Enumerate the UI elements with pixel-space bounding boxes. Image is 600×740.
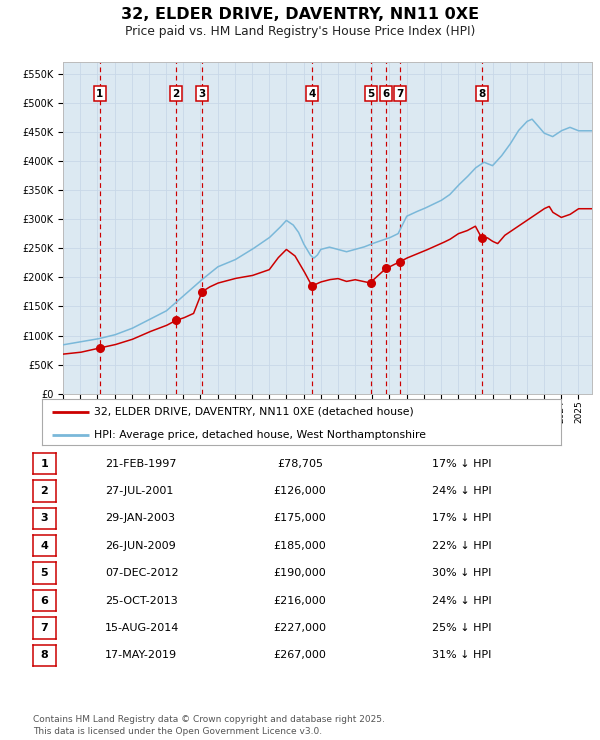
Text: £126,000: £126,000 xyxy=(274,486,326,496)
Text: £227,000: £227,000 xyxy=(274,623,326,633)
Text: 7: 7 xyxy=(397,89,404,98)
Text: 8: 8 xyxy=(41,650,48,660)
Text: 22% ↓ HPI: 22% ↓ HPI xyxy=(432,541,491,551)
Text: 2: 2 xyxy=(172,89,179,98)
Text: 2: 2 xyxy=(41,486,48,496)
Text: £190,000: £190,000 xyxy=(274,568,326,578)
Text: 15-AUG-2014: 15-AUG-2014 xyxy=(105,623,179,633)
Text: 3: 3 xyxy=(198,89,205,98)
Text: 5: 5 xyxy=(41,568,48,578)
Text: £175,000: £175,000 xyxy=(274,514,326,523)
Text: £185,000: £185,000 xyxy=(274,541,326,551)
Text: Price paid vs. HM Land Registry's House Price Index (HPI): Price paid vs. HM Land Registry's House … xyxy=(125,25,475,38)
Text: 4: 4 xyxy=(308,89,316,98)
Text: £216,000: £216,000 xyxy=(274,596,326,605)
Text: 17% ↓ HPI: 17% ↓ HPI xyxy=(432,514,491,523)
Text: 24% ↓ HPI: 24% ↓ HPI xyxy=(432,596,491,605)
Text: 1: 1 xyxy=(96,89,103,98)
Text: 30% ↓ HPI: 30% ↓ HPI xyxy=(432,568,491,578)
Text: 3: 3 xyxy=(41,514,48,523)
Text: 32, ELDER DRIVE, DAVENTRY, NN11 0XE: 32, ELDER DRIVE, DAVENTRY, NN11 0XE xyxy=(121,7,479,22)
Text: This data is licensed under the Open Government Licence v3.0.: This data is licensed under the Open Gov… xyxy=(33,727,322,736)
Text: 31% ↓ HPI: 31% ↓ HPI xyxy=(432,650,491,660)
Text: 07-DEC-2012: 07-DEC-2012 xyxy=(105,568,179,578)
Text: £78,705: £78,705 xyxy=(277,459,323,468)
Text: 7: 7 xyxy=(41,623,48,633)
Text: 4: 4 xyxy=(40,541,49,551)
Text: 8: 8 xyxy=(478,89,485,98)
Text: Contains HM Land Registry data © Crown copyright and database right 2025.: Contains HM Land Registry data © Crown c… xyxy=(33,715,385,724)
Text: 25-OCT-2013: 25-OCT-2013 xyxy=(105,596,178,605)
Text: HPI: Average price, detached house, West Northamptonshire: HPI: Average price, detached house, West… xyxy=(94,430,426,440)
Text: 27-JUL-2001: 27-JUL-2001 xyxy=(105,486,173,496)
Text: 5: 5 xyxy=(367,89,374,98)
Text: 17% ↓ HPI: 17% ↓ HPI xyxy=(432,459,491,468)
Text: 1: 1 xyxy=(41,459,48,468)
Text: £267,000: £267,000 xyxy=(274,650,326,660)
Text: 21-FEB-1997: 21-FEB-1997 xyxy=(105,459,176,468)
Text: 29-JAN-2003: 29-JAN-2003 xyxy=(105,514,175,523)
Text: 32, ELDER DRIVE, DAVENTRY, NN11 0XE (detached house): 32, ELDER DRIVE, DAVENTRY, NN11 0XE (det… xyxy=(94,407,413,417)
Text: 6: 6 xyxy=(383,89,390,98)
Text: 26-JUN-2009: 26-JUN-2009 xyxy=(105,541,176,551)
Text: 25% ↓ HPI: 25% ↓ HPI xyxy=(432,623,491,633)
Text: 17-MAY-2019: 17-MAY-2019 xyxy=(105,650,177,660)
Text: 6: 6 xyxy=(40,596,49,605)
Text: 24% ↓ HPI: 24% ↓ HPI xyxy=(432,486,491,496)
